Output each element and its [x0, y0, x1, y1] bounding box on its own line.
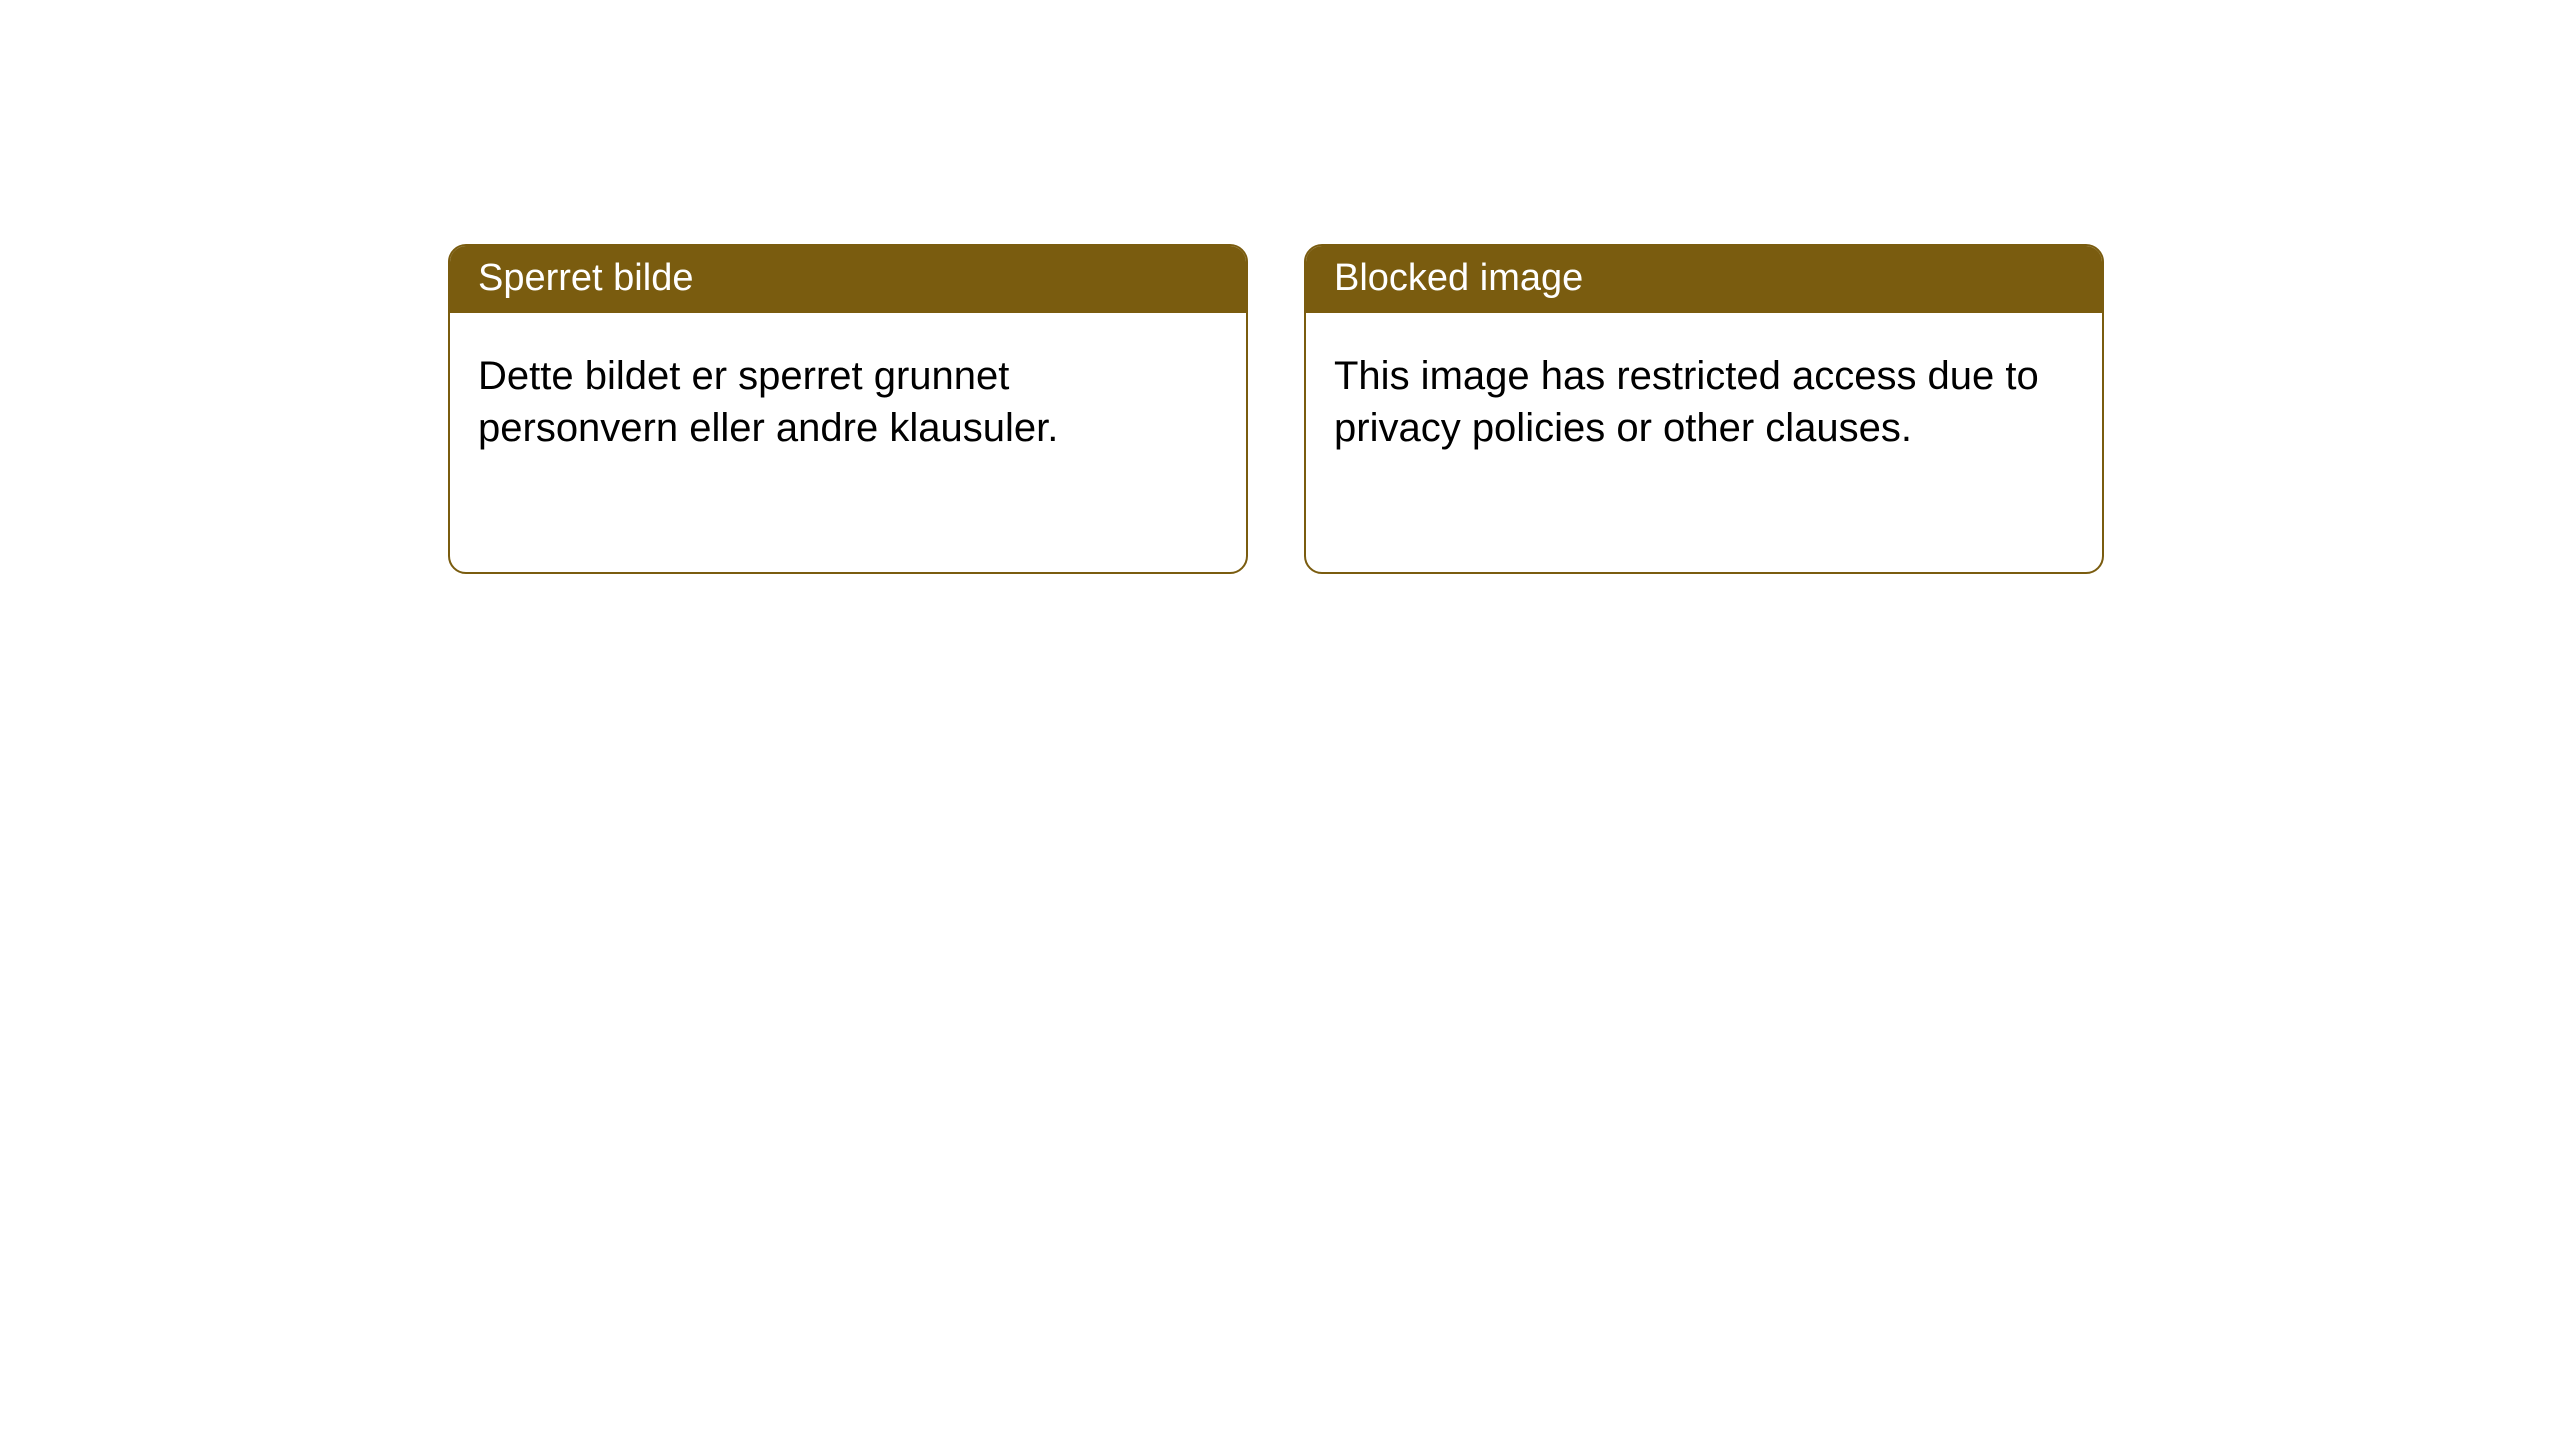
notice-box-english: Blocked image This image has restricted …	[1304, 244, 2104, 574]
notice-title: Sperret bilde	[450, 246, 1246, 313]
notice-body: This image has restricted access due to …	[1306, 313, 2102, 481]
notice-box-norwegian: Sperret bilde Dette bildet er sperret gr…	[448, 244, 1248, 574]
notice-container: Sperret bilde Dette bildet er sperret gr…	[0, 0, 2560, 574]
notice-body: Dette bildet er sperret grunnet personve…	[450, 313, 1246, 481]
notice-title: Blocked image	[1306, 246, 2102, 313]
